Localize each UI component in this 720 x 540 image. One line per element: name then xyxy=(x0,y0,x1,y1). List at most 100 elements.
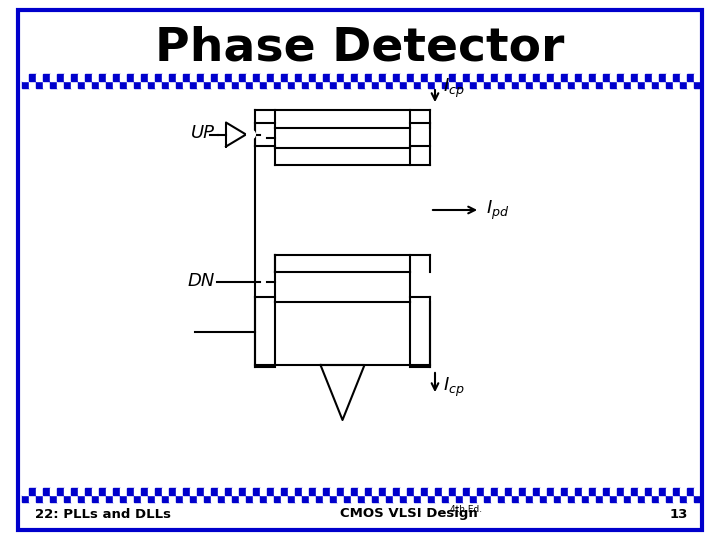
Bar xyxy=(449,488,456,495)
Bar xyxy=(106,74,113,81)
Bar xyxy=(680,495,687,502)
Bar xyxy=(267,495,274,502)
Bar xyxy=(610,488,617,495)
Bar xyxy=(456,495,463,502)
Bar xyxy=(687,495,694,502)
Bar xyxy=(568,74,575,81)
Bar xyxy=(78,488,85,495)
Bar xyxy=(57,488,64,495)
Bar xyxy=(659,488,666,495)
Bar xyxy=(428,74,435,81)
Bar xyxy=(617,488,624,495)
Bar xyxy=(78,74,85,81)
Bar xyxy=(526,81,533,88)
Bar xyxy=(442,488,449,495)
Bar xyxy=(505,74,512,81)
Bar xyxy=(631,74,638,81)
Bar xyxy=(260,495,267,502)
Bar xyxy=(463,74,470,81)
Bar xyxy=(463,495,470,502)
Bar xyxy=(568,488,575,495)
Bar xyxy=(519,81,526,88)
Bar xyxy=(407,74,414,81)
Bar xyxy=(393,488,400,495)
Bar xyxy=(449,81,456,88)
Bar xyxy=(246,488,253,495)
Bar xyxy=(393,81,400,88)
Bar xyxy=(631,81,638,88)
Bar xyxy=(428,495,435,502)
Bar xyxy=(498,495,505,502)
Text: DN: DN xyxy=(188,272,215,290)
Bar xyxy=(50,74,57,81)
Bar xyxy=(302,74,309,81)
Bar xyxy=(694,488,701,495)
Bar xyxy=(582,488,589,495)
Bar xyxy=(190,81,197,88)
Bar xyxy=(330,74,337,81)
Bar xyxy=(638,495,645,502)
Bar xyxy=(533,488,540,495)
Bar xyxy=(99,495,106,502)
Bar xyxy=(253,74,260,81)
Bar xyxy=(295,488,302,495)
Bar xyxy=(666,495,673,502)
Bar xyxy=(190,74,197,81)
Bar xyxy=(211,488,218,495)
Bar xyxy=(155,495,162,502)
Text: UP: UP xyxy=(191,125,215,143)
Bar xyxy=(365,81,372,88)
Bar xyxy=(197,488,204,495)
Bar xyxy=(309,488,316,495)
Bar xyxy=(127,495,134,502)
Bar xyxy=(295,74,302,81)
Bar xyxy=(218,488,225,495)
Bar xyxy=(316,488,323,495)
Bar xyxy=(589,74,596,81)
Bar xyxy=(260,488,267,495)
Bar xyxy=(183,495,190,502)
Bar xyxy=(561,81,568,88)
Bar xyxy=(421,495,428,502)
Bar xyxy=(386,74,393,81)
Bar xyxy=(239,488,246,495)
Bar xyxy=(617,495,624,502)
Bar xyxy=(596,488,603,495)
Bar xyxy=(29,488,36,495)
Bar xyxy=(519,495,526,502)
Bar xyxy=(554,81,561,88)
Bar xyxy=(470,81,477,88)
Bar xyxy=(365,488,372,495)
Bar xyxy=(554,488,561,495)
Bar xyxy=(57,74,64,81)
Bar xyxy=(85,488,92,495)
Bar xyxy=(141,488,148,495)
Bar xyxy=(302,488,309,495)
Bar xyxy=(309,495,316,502)
Bar xyxy=(498,81,505,88)
Bar xyxy=(673,74,680,81)
Bar xyxy=(596,74,603,81)
Text: $I_{cp}$: $I_{cp}$ xyxy=(443,76,464,99)
Bar xyxy=(204,74,211,81)
Bar xyxy=(176,81,183,88)
Bar xyxy=(547,81,554,88)
Bar xyxy=(337,81,344,88)
Bar xyxy=(386,495,393,502)
Bar xyxy=(673,81,680,88)
Bar xyxy=(701,488,702,495)
Bar xyxy=(589,488,596,495)
Bar xyxy=(36,495,43,502)
Bar xyxy=(316,495,323,502)
Bar xyxy=(610,495,617,502)
Bar xyxy=(225,81,232,88)
Bar xyxy=(603,81,610,88)
Bar xyxy=(99,488,106,495)
Bar xyxy=(414,488,421,495)
Bar xyxy=(29,81,36,88)
Text: CMOS VLSI Design: CMOS VLSI Design xyxy=(340,508,478,521)
Bar xyxy=(92,81,99,88)
Bar xyxy=(302,81,309,88)
Bar xyxy=(71,495,78,502)
Bar xyxy=(232,74,239,81)
